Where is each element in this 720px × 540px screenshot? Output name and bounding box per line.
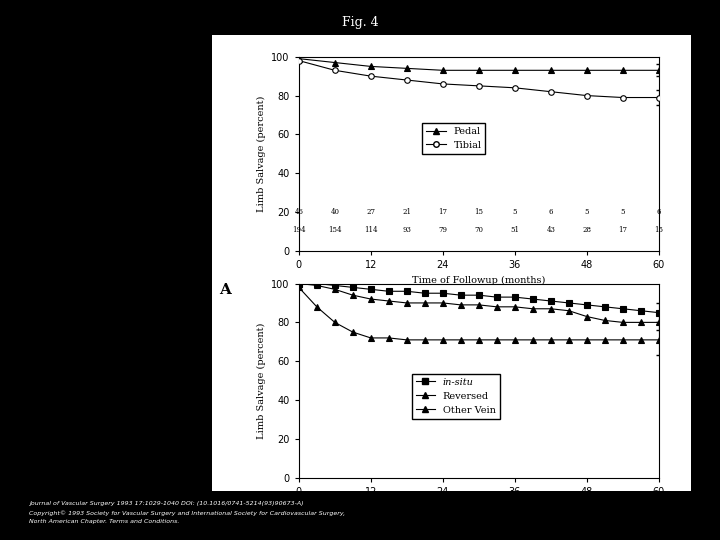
Text: 194: 194 <box>292 226 305 234</box>
Text: 40: 40 <box>330 208 339 216</box>
Text: 114: 114 <box>364 226 377 234</box>
Text: 51: 51 <box>510 226 519 234</box>
Text: 28: 28 <box>582 226 591 234</box>
Text: B: B <box>220 510 233 524</box>
Text: 15: 15 <box>474 208 483 216</box>
Text: 27: 27 <box>366 208 375 216</box>
Text: Journal of Vascular Surgery 1993 17:1029-1040 DOI: (10.1016/0741-5214(93)90673-A: Journal of Vascular Surgery 1993 17:1029… <box>29 501 303 506</box>
Text: 154: 154 <box>328 226 341 234</box>
Y-axis label: Limb Salvage (percent): Limb Salvage (percent) <box>257 96 266 212</box>
Text: North American Chapter. Terms and Conditions.: North American Chapter. Terms and Condit… <box>29 519 179 524</box>
Text: 15: 15 <box>654 226 663 234</box>
Legend: Pedal, Tibial: Pedal, Tibial <box>423 123 485 154</box>
X-axis label: Time of Followup (months): Time of Followup (months) <box>412 503 546 511</box>
Text: 5: 5 <box>585 208 589 216</box>
Y-axis label: Limb Salvage (percent): Limb Salvage (percent) <box>257 322 266 439</box>
Text: 46: 46 <box>294 208 303 216</box>
Text: 17: 17 <box>438 208 447 216</box>
Text: 5: 5 <box>621 208 625 216</box>
Text: 17: 17 <box>618 226 627 234</box>
Text: 70: 70 <box>474 226 483 234</box>
Text: 6: 6 <box>657 208 661 216</box>
Text: 5: 5 <box>513 208 517 216</box>
Text: Fig. 4: Fig. 4 <box>342 16 378 29</box>
Text: 43: 43 <box>546 226 555 234</box>
Text: 79: 79 <box>438 226 447 234</box>
Text: 93: 93 <box>402 226 411 234</box>
X-axis label: Time of Followup (months): Time of Followup (months) <box>412 276 546 285</box>
Text: 6: 6 <box>549 208 553 216</box>
Text: A: A <box>220 283 231 297</box>
Text: Copyright© 1993 Society for Vascular Surgery and International Society for Cardi: Copyright© 1993 Society for Vascular Sur… <box>29 510 345 516</box>
Text: 21: 21 <box>402 208 411 216</box>
Legend: in-situ, Reversed, Other Vein: in-situ, Reversed, Other Vein <box>412 374 500 418</box>
